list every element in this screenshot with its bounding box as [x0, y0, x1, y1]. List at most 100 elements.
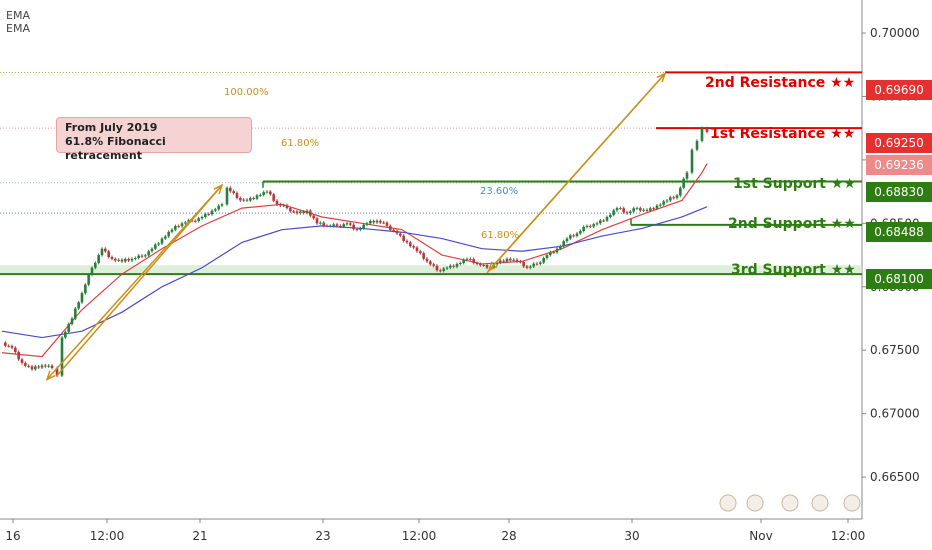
candle-body — [599, 220, 602, 224]
candle-body — [365, 223, 369, 225]
candle-body — [549, 252, 552, 256]
candle-body — [242, 199, 245, 201]
candle-body — [635, 208, 639, 210]
rally-arrow-down — [46, 184, 223, 380]
candle-body — [602, 220, 605, 222]
candle-body — [409, 242, 412, 247]
candle-body — [322, 222, 325, 226]
candle-body — [619, 208, 622, 210]
candle-body — [385, 222, 389, 226]
candle-body — [70, 318, 74, 325]
fib-100-label: 100.00% — [224, 87, 269, 98]
candle-body — [605, 216, 609, 221]
candle-body — [225, 187, 229, 205]
candle-body — [589, 225, 592, 227]
candle-body — [539, 262, 542, 264]
candle-body — [214, 209, 217, 211]
y-tick-label-5: 0.67500 — [870, 343, 920, 357]
candle-body — [80, 293, 84, 303]
economic-event-icon — [781, 494, 799, 512]
candle-body — [7, 345, 10, 347]
candle-body — [445, 267, 449, 269]
candle-body — [154, 244, 157, 249]
candle-body — [157, 243, 160, 245]
candle-body — [359, 228, 362, 230]
first-support-price-tag: 0.68830 — [866, 182, 932, 202]
y-tick-label-0: 0.70000 — [870, 26, 920, 40]
candle-body — [475, 263, 479, 265]
x-tick-label-2: 21 — [192, 529, 207, 543]
candle-body — [329, 225, 332, 227]
candle-body — [542, 258, 545, 263]
candle-body — [585, 225, 589, 227]
candle-body — [512, 259, 515, 261]
economic-event-icon — [746, 494, 764, 512]
ema-line-1 — [1, 163, 708, 358]
candle-body — [14, 347, 17, 353]
candle-body — [639, 208, 642, 211]
candle-body — [525, 266, 529, 268]
x-tick-label-6: 30 — [624, 529, 639, 543]
candle-body — [74, 308, 77, 319]
candle-body — [435, 265, 439, 271]
candle-body — [705, 128, 709, 132]
candle-body — [669, 197, 672, 201]
candle-body — [472, 259, 475, 264]
candle-body — [679, 187, 682, 196]
callout-line-2: 61.8% Fibonacci retracement — [65, 135, 166, 162]
candle-body — [174, 226, 177, 230]
fib-618-lower-label: 61.80% — [481, 230, 520, 241]
candle-body — [10, 346, 14, 348]
candle-body — [339, 225, 342, 227]
candle-body — [622, 208, 625, 213]
x-tick-label-4: 12:00 — [402, 529, 437, 543]
x-tick-label-3: 23 — [315, 529, 330, 543]
candle-body — [455, 263, 459, 267]
fibonacci-callout: From July 2019 61.8% Fibonacci retraceme… — [56, 117, 252, 162]
candle-body — [569, 235, 572, 239]
third-support-zone — [0, 265, 862, 275]
candle-body — [167, 231, 170, 237]
candle-body — [289, 208, 292, 212]
ema-indicator-label-2[interactable]: EMA — [6, 22, 30, 35]
candle-body — [469, 258, 472, 260]
candle-body — [479, 263, 482, 266]
candle-body — [269, 191, 272, 195]
candle-body — [369, 220, 372, 224]
first-resistance-price-tag: 0.69250 — [866, 133, 932, 153]
candle-body — [302, 211, 305, 214]
x-tick-label-0: 16 — [5, 529, 20, 543]
x-tick-label-5: 28 — [501, 529, 516, 543]
candle-body — [217, 205, 220, 210]
y-tick-label-6: 0.67000 — [870, 407, 920, 421]
candle-body — [575, 233, 579, 236]
candle-body — [685, 172, 689, 179]
candle-body — [272, 194, 275, 201]
candle-body — [252, 198, 255, 200]
x-tick-label-7: Nov — [749, 529, 772, 543]
candle-body — [555, 248, 559, 253]
first-support-label: 1st Support ★★ — [733, 176, 856, 192]
candle-body — [262, 192, 265, 195]
candle-body — [285, 205, 289, 209]
candle-body — [439, 270, 442, 272]
candle-body — [362, 224, 365, 229]
candle-body — [695, 140, 699, 150]
candle-body — [395, 230, 399, 234]
candle-body — [442, 268, 445, 271]
candle-body — [485, 264, 489, 268]
candle-body — [20, 359, 24, 363]
candle-body — [345, 223, 349, 225]
candle-body — [532, 263, 535, 267]
economic-event-icon — [811, 494, 829, 512]
candle-body — [4, 342, 7, 346]
ema-indicator-label-1[interactable]: EMA — [6, 9, 30, 22]
candle-body — [27, 365, 30, 367]
candle-body — [700, 128, 704, 141]
candle-body — [210, 210, 214, 215]
fib-618-upper-label: 61.80% — [281, 138, 320, 149]
candle-body — [30, 366, 34, 370]
candle-body — [204, 214, 207, 217]
candle-body — [659, 204, 662, 206]
